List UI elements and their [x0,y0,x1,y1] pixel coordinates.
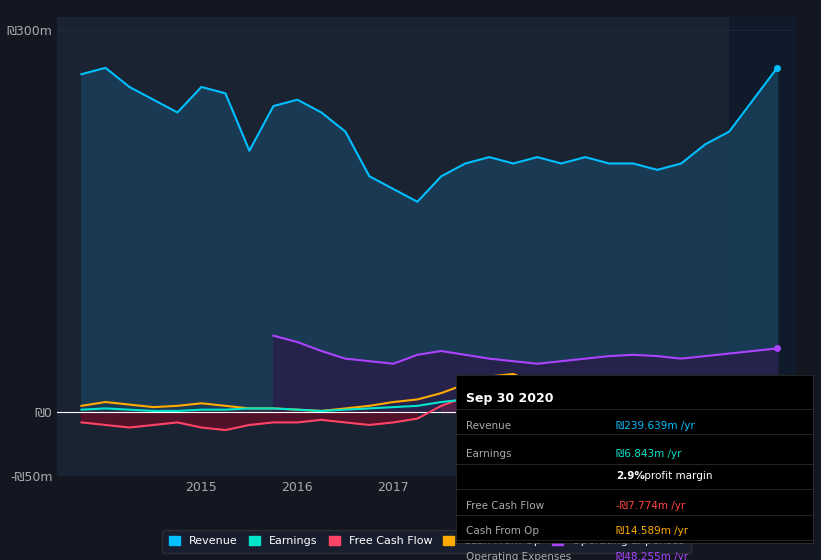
Legend: Revenue, Earnings, Free Cash Flow, Cash From Op, Operating Expenses: Revenue, Earnings, Free Cash Flow, Cash … [163,530,691,553]
Text: 2.9%: 2.9% [617,471,645,481]
Text: ₪239.639m /yr: ₪239.639m /yr [617,421,695,431]
Bar [729,17,796,476]
Text: ₪6.843m /yr: ₪6.843m /yr [617,449,682,459]
Text: Earnings: Earnings [466,449,511,459]
Text: Sep 30 2020: Sep 30 2020 [466,392,554,405]
Text: -₪7.774m /yr: -₪7.774m /yr [617,501,686,511]
Text: ₪48.255m /yr: ₪48.255m /yr [617,552,689,560]
Text: Operating Expenses: Operating Expenses [466,552,571,560]
Text: ₪14.589m /yr: ₪14.589m /yr [617,526,689,536]
Text: Revenue: Revenue [466,421,511,431]
Text: profit margin: profit margin [641,471,713,481]
Text: Free Cash Flow: Free Cash Flow [466,501,544,511]
Text: Cash From Op: Cash From Op [466,526,539,536]
